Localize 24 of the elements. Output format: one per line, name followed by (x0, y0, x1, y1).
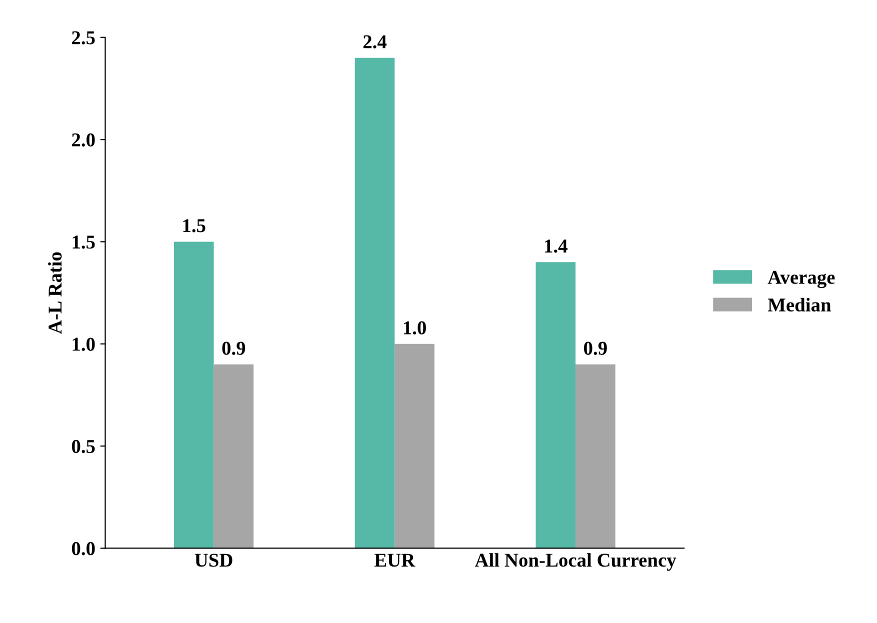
y-tick-label: 1.0 (72, 338, 95, 351)
y-tick-label: 0.0 (72, 542, 95, 556)
y-tick-label: 0.5 (72, 440, 95, 454)
x-tick-label: All Non-Local Currency (474, 553, 676, 571)
y-tick-label: 2.0 (72, 133, 95, 147)
x-tick-label: EUR (374, 554, 416, 567)
bar (394, 344, 434, 548)
data-label: 1.4 (545, 240, 568, 253)
data-label: 0.9 (222, 342, 246, 355)
bar (354, 58, 395, 548)
legend-label: Median (768, 298, 832, 312)
data-label: 1.0 (404, 321, 426, 334)
data-label: 0.9 (584, 342, 607, 355)
data-label: 2.4 (363, 35, 387, 48)
y-tick-label: 2.5 (72, 31, 95, 44)
x-tick-label: USD (194, 554, 232, 567)
bar (214, 364, 254, 548)
bar (576, 364, 616, 548)
bar (174, 242, 214, 548)
data-label: 1.5 (183, 219, 206, 232)
y-axis-title: A-L Ratio (48, 252, 62, 334)
legend-label: Average (768, 270, 835, 288)
y-tick-label: 1.5 (72, 236, 95, 249)
bar (536, 262, 576, 548)
